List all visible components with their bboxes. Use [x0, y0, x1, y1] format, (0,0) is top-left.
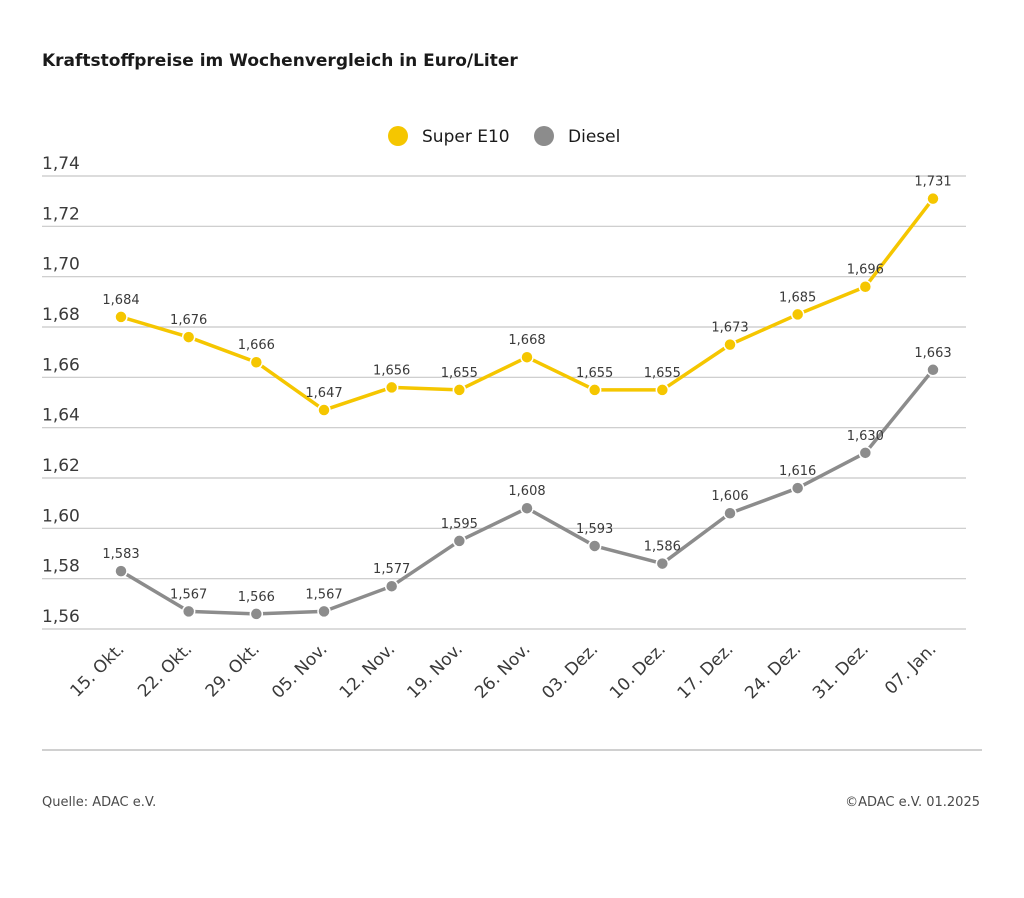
data-label: 1,655	[441, 366, 478, 381]
data-point	[723, 506, 737, 520]
series-lines: 1,684 1,676 1,666 1,647 1,656 1,655 1,668 1,655…	[102, 175, 952, 621]
x-tick-label: 31. Dez.	[809, 639, 873, 703]
data-label: 1,647	[305, 386, 342, 401]
data-label: 1,655	[576, 366, 613, 381]
data-point	[520, 501, 534, 515]
data-label: 1,731	[914, 175, 951, 190]
y-tick-label: 1,70	[42, 255, 80, 275]
source-note: Quelle: ADAC e.V.	[42, 795, 157, 810]
data-label: 1,630	[847, 429, 884, 444]
data-label: 1,663	[914, 346, 951, 361]
legend-item: Super E10	[388, 126, 510, 147]
data-label: 1,616	[779, 464, 816, 479]
x-tick-label: 10. Dez.	[606, 639, 670, 703]
grid-lines	[42, 175, 966, 630]
y-tick-label: 1,68	[42, 305, 80, 325]
x-tick-label: 22. Okt.	[134, 639, 196, 701]
data-point	[926, 191, 940, 206]
data-label: 1,583	[102, 547, 139, 562]
data-label: 1,606	[711, 489, 748, 504]
y-tick-label: 1,64	[42, 406, 80, 426]
data-point	[858, 279, 873, 294]
data-point	[317, 403, 331, 417]
data-label: 1,666	[238, 338, 275, 353]
data-label: 1,673	[711, 321, 748, 336]
data-label: 1,566	[238, 590, 275, 605]
data-point	[723, 337, 737, 352]
x-tick-label: 26. Nov.	[471, 639, 534, 702]
data-point	[317, 604, 331, 619]
data-point	[249, 355, 264, 369]
y-tick-label: 1,72	[42, 204, 80, 224]
copyright-note: ©ADAC e.V. 01.2025	[845, 795, 980, 810]
y-tick-label: 1,60	[42, 506, 80, 526]
data-point	[249, 607, 264, 621]
data-point	[926, 363, 940, 377]
y-tick-label: 1,56	[42, 607, 80, 627]
series-super-e10: 1,684 1,676 1,666 1,647 1,656 1,655 1,668 1,655…	[102, 175, 952, 417]
data-point	[181, 604, 196, 619]
data-label: 1,685	[779, 290, 816, 305]
data-point	[858, 446, 873, 460]
y-tick-label: 1,74	[42, 154, 80, 174]
data-label: 1,696	[847, 263, 884, 278]
data-point	[655, 383, 670, 397]
data-point	[790, 481, 805, 495]
footer-divider	[42, 749, 982, 751]
data-point	[181, 330, 196, 344]
data-point	[790, 307, 805, 322]
y-tick-label: 1,58	[42, 557, 80, 577]
data-point	[384, 579, 399, 593]
data-point	[384, 380, 399, 395]
x-tick-label: 05. Nov.	[268, 639, 331, 702]
data-label: 1,608	[508, 484, 545, 499]
x-tick-label: 24. Dez.	[741, 639, 805, 703]
data-label: 1,676	[170, 313, 207, 328]
data-label: 1,586	[644, 540, 681, 555]
x-axis-ticks: 15. Okt. 22. Okt. 29. Okt. 05. Nov. 12. Nov.…	[66, 639, 940, 703]
legend-item: Diesel	[534, 126, 620, 147]
y-tick-label: 1,66	[42, 355, 80, 375]
data-label: 1,567	[170, 587, 207, 602]
x-tick-label: 15. Okt.	[66, 639, 128, 701]
data-point	[114, 310, 128, 324]
data-label: 1,595	[441, 517, 478, 532]
data-label: 1,655	[644, 366, 681, 381]
y-axis-ticks: 1,56 1,58 1,60 1,62 1,64 1,66 1,68 1,70 1,72 1,74	[42, 154, 80, 627]
x-tick-label: 03. Dez.	[538, 639, 602, 703]
legend-label: Super E10	[422, 127, 510, 147]
legend-swatch	[534, 126, 554, 146]
data-point	[452, 534, 467, 548]
data-label: 1,656	[373, 363, 410, 378]
data-point	[452, 383, 467, 397]
data-point	[520, 350, 534, 364]
legend: Super E10 Diesel	[388, 126, 620, 147]
x-tick-label: 19. Nov.	[403, 639, 466, 702]
data-label: 1,577	[373, 562, 410, 577]
data-label: 1,567	[305, 587, 342, 602]
x-tick-label: 17. Dez.	[674, 639, 738, 703]
x-tick-label: 29. Okt.	[202, 639, 264, 701]
data-point	[587, 539, 602, 553]
chart-title: Kraftstoffpreise im Wochenvergleich in E…	[42, 51, 518, 71]
x-tick-label: 07. Jan.	[881, 639, 940, 698]
series-diesel: 1,583 1,567 1,566 1,567 1,577 1,595 1,608 1,593…	[102, 346, 952, 621]
legend-label: Diesel	[568, 127, 620, 147]
data-point	[114, 564, 128, 578]
data-point	[587, 383, 602, 397]
y-tick-label: 1,62	[42, 456, 80, 476]
legend-swatch	[388, 126, 408, 146]
x-tick-label: 12. Nov.	[336, 639, 399, 702]
data-label: 1,684	[102, 293, 139, 308]
data-label: 1,593	[576, 522, 613, 537]
data-label: 1,668	[508, 333, 545, 348]
data-point	[655, 556, 670, 571]
